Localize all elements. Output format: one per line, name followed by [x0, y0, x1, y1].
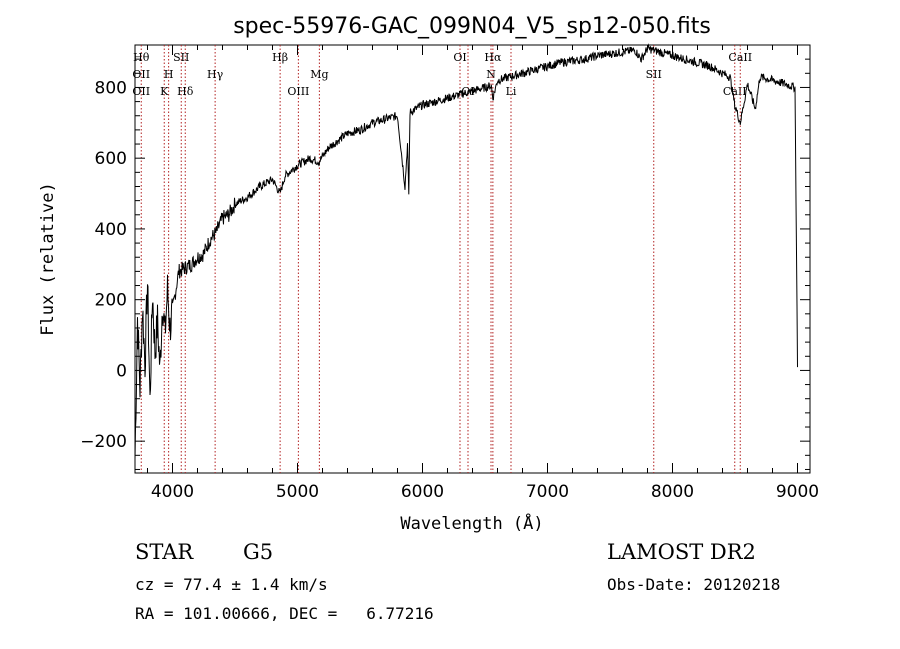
spectrum-line	[134, 43, 798, 460]
plot-frame	[134, 44, 811, 474]
y-tick-label: 800	[95, 78, 127, 98]
x-tick-label: 9000	[776, 482, 819, 502]
x-tick-label: 8000	[651, 482, 694, 502]
x-tick-label: 6000	[401, 482, 444, 502]
line-marker-label: OI	[453, 51, 466, 64]
line-marker-label: Hθ	[133, 51, 150, 64]
survey-name: LAMOST DR2	[607, 540, 756, 564]
line-marker-label: Hβ	[272, 51, 288, 64]
x-tick-label: 4000	[151, 482, 194, 502]
line-marker-label: OIII	[287, 85, 309, 98]
y-axis-label: Flux (relative)	[38, 182, 58, 336]
object-subclass: G5	[243, 540, 274, 564]
coordinates: RA = 101.00666, DEC = 6.77216	[135, 604, 434, 623]
y-tick-label: −200	[80, 432, 127, 452]
line-marker-label: Li	[506, 85, 517, 98]
chart-title: spec-55976-GAC_099N04_V5_sp12-050.fits	[233, 14, 711, 39]
line-marker-label: SII	[646, 68, 662, 81]
line-marker-label: CaII	[723, 85, 747, 98]
line-marker-label: Hα	[484, 51, 502, 64]
object-class: STAR	[135, 540, 194, 564]
y-tick-label: 0	[116, 361, 127, 381]
line-marker-label: K	[160, 85, 169, 98]
line-marker-label: Hγ	[207, 68, 224, 81]
observation-date: Obs-Date: 20120218	[607, 575, 781, 594]
redshift-value: cz = 77.4 ± 1.4 km/s	[135, 575, 328, 594]
line-marker-label: OII	[132, 68, 150, 81]
y-tick-label: 400	[95, 220, 127, 240]
x-axis-label: Wavelength (Å)	[400, 512, 543, 534]
line-marker-label: Mg	[310, 68, 328, 81]
y-tick-label: 600	[95, 149, 127, 169]
y-tick-label: 200	[95, 291, 127, 311]
x-tick-label: 7000	[526, 482, 569, 502]
line-marker-label: CaII	[728, 51, 752, 64]
line-marker-label: OII	[132, 85, 150, 98]
line-marker-label: SII	[173, 51, 189, 64]
axis-ticks: 4000 5000 6000 7000 8000 9000 −200 0 200 400 600 80…	[80, 45, 819, 502]
line-marker-label: N	[486, 68, 496, 81]
spectrum-series	[134, 43, 798, 460]
line-marker-label: Hδ	[177, 85, 194, 98]
x-tick-label: 5000	[276, 482, 319, 502]
line-marker-label: H	[164, 68, 174, 81]
